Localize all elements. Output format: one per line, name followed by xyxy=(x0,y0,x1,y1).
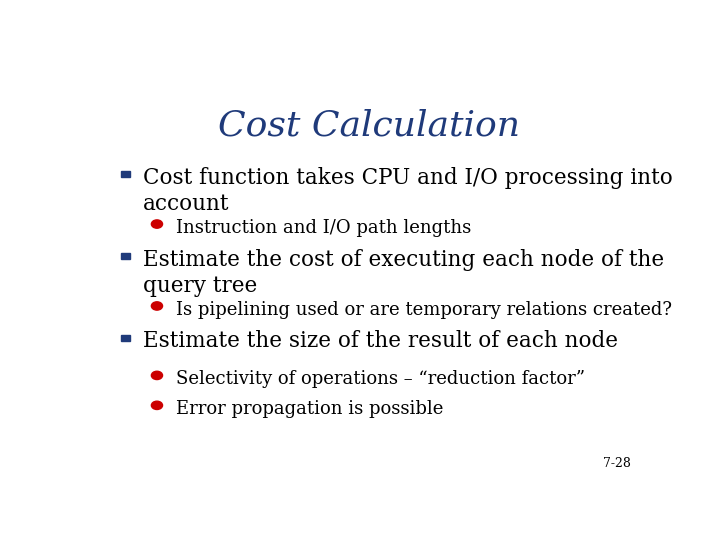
Text: Estimate the cost of executing each node of the
query tree: Estimate the cost of executing each node… xyxy=(143,248,664,297)
Circle shape xyxy=(151,302,163,310)
Text: Estimate the size of the result of each node: Estimate the size of the result of each … xyxy=(143,330,618,353)
Text: Error propagation is possible: Error propagation is possible xyxy=(176,400,444,418)
Text: Selectivity of operations – “reduction factor”: Selectivity of operations – “reduction f… xyxy=(176,370,585,388)
Circle shape xyxy=(151,371,163,380)
Text: Cost function takes CPU and I/O processing into
account: Cost function takes CPU and I/O processi… xyxy=(143,167,672,215)
Text: Is pipelining used or are temporary relations created?: Is pipelining used or are temporary rela… xyxy=(176,301,672,319)
Circle shape xyxy=(151,401,163,409)
Circle shape xyxy=(151,220,163,228)
Text: Cost Calculation: Cost Calculation xyxy=(218,109,520,143)
Text: 7-28: 7-28 xyxy=(603,457,631,470)
Bar xyxy=(121,171,130,178)
Text: Instruction and I/O path lengths: Instruction and I/O path lengths xyxy=(176,219,472,237)
Bar xyxy=(121,253,130,259)
Bar xyxy=(121,335,130,341)
